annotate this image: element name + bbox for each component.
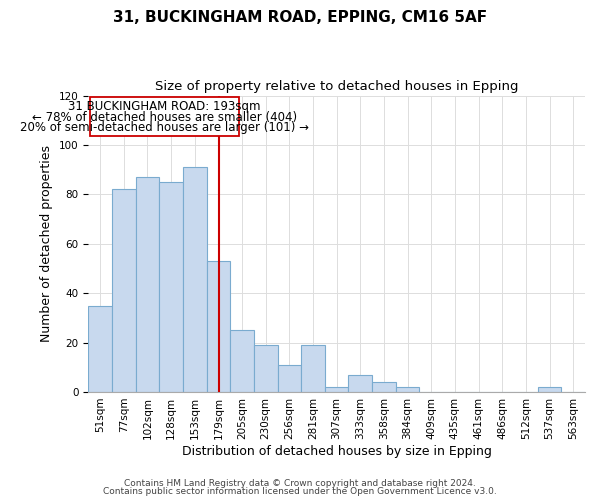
FancyBboxPatch shape [90,97,239,136]
Bar [206,261,230,392]
Bar [372,382,396,392]
Bar [183,167,206,392]
Text: Contains public sector information licensed under the Open Government Licence v3: Contains public sector information licen… [103,487,497,496]
Bar [278,365,301,392]
Bar [301,345,325,392]
Bar [159,182,183,392]
Bar [349,374,372,392]
Text: 31, BUCKINGHAM ROAD, EPPING, CM16 5AF: 31, BUCKINGHAM ROAD, EPPING, CM16 5AF [113,10,487,25]
Bar [538,387,562,392]
Text: Contains HM Land Registry data © Crown copyright and database right 2024.: Contains HM Land Registry data © Crown c… [124,478,476,488]
Bar [136,177,159,392]
Y-axis label: Number of detached properties: Number of detached properties [40,146,53,342]
Bar [88,306,112,392]
Text: 31 BUCKINGHAM ROAD: 193sqm: 31 BUCKINGHAM ROAD: 193sqm [68,100,260,113]
Text: ← 78% of detached houses are smaller (404): ← 78% of detached houses are smaller (40… [32,111,297,124]
Text: 20% of semi-detached houses are larger (101) →: 20% of semi-detached houses are larger (… [20,122,309,134]
X-axis label: Distribution of detached houses by size in Epping: Distribution of detached houses by size … [182,444,491,458]
Bar [396,387,419,392]
Bar [325,387,349,392]
Bar [112,190,136,392]
Bar [230,330,254,392]
Title: Size of property relative to detached houses in Epping: Size of property relative to detached ho… [155,80,518,93]
Bar [254,345,278,392]
